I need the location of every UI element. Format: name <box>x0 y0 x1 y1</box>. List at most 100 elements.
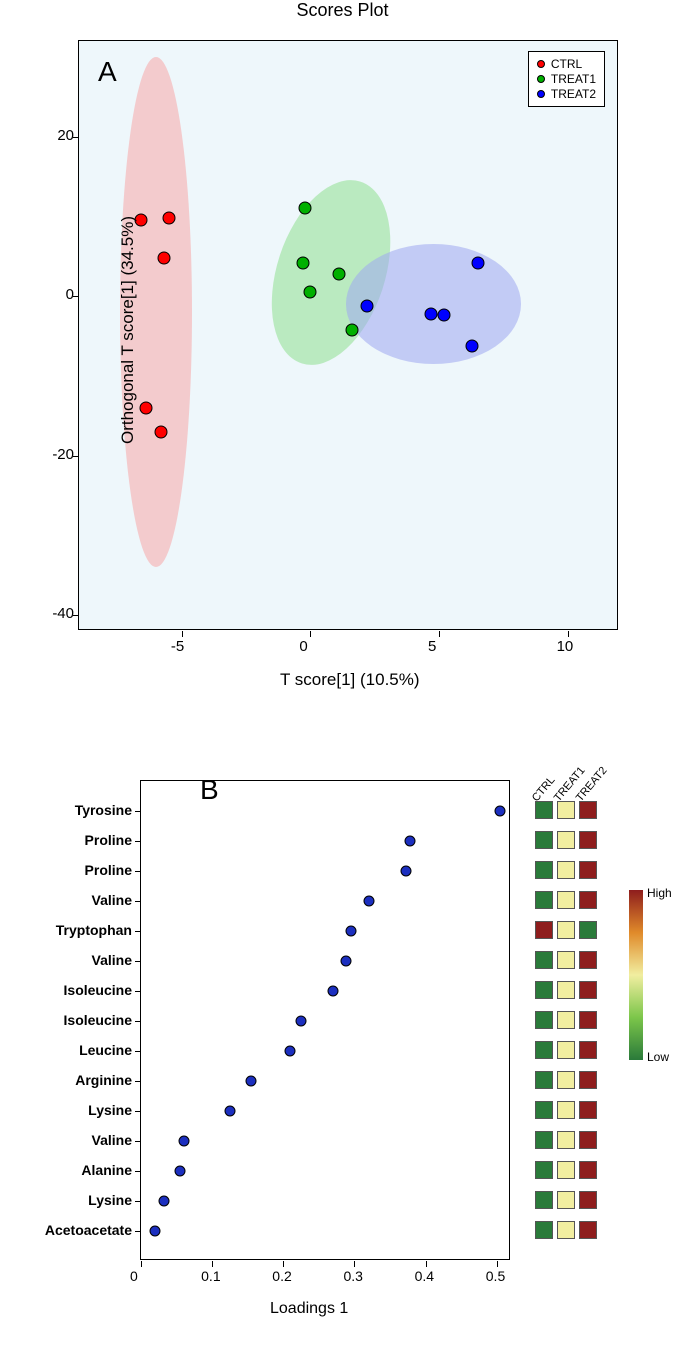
row-label: Tyrosine <box>4 802 132 818</box>
loadings-plot-area <box>140 780 510 1260</box>
x-axis-label-a: T score[1] (10.5%) <box>280 670 420 690</box>
heat-cell <box>579 951 597 969</box>
score-point <box>471 256 484 269</box>
row-label: Proline <box>4 832 132 848</box>
x-tick-label: 10 <box>557 638 574 655</box>
heat-cell <box>535 831 553 849</box>
score-point <box>299 202 312 215</box>
heat-cell <box>579 831 597 849</box>
score-point <box>438 309 451 322</box>
heat-cell <box>557 891 575 909</box>
loading-point <box>296 1016 307 1027</box>
legend-dot <box>537 60 545 68</box>
row-label: Valine <box>4 1132 132 1148</box>
heat-cell <box>579 1071 597 1089</box>
heat-cell <box>535 861 553 879</box>
loading-point <box>495 806 506 817</box>
x-tick-label: -5 <box>171 638 184 655</box>
x-axis-label-b: Loadings 1 <box>270 1300 348 1318</box>
heat-cell <box>557 861 575 879</box>
heat-cell <box>579 891 597 909</box>
score-point <box>425 307 438 320</box>
heat-cell <box>535 1221 553 1239</box>
x-tick-label-b: 0.3 <box>343 1268 362 1284</box>
row-label: Tryptophan <box>4 922 132 938</box>
heat-cell <box>557 921 575 939</box>
row-label: Isoleucine <box>4 982 132 998</box>
loading-point <box>158 1196 169 1207</box>
loading-point <box>401 866 412 877</box>
heat-cell <box>557 831 575 849</box>
heat-cell <box>579 1011 597 1029</box>
row-label: Acetoacetate <box>4 1222 132 1238</box>
heat-cell <box>535 1101 553 1119</box>
row-label: Isoleucine <box>4 1012 132 1028</box>
heat-cell <box>579 1191 597 1209</box>
legend-label: CTRL <box>551 57 582 71</box>
y-tick-label: -20 <box>48 446 74 463</box>
loading-point <box>340 956 351 967</box>
heat-cell <box>535 1041 553 1059</box>
loading-point <box>175 1166 186 1177</box>
heat-cell <box>557 981 575 999</box>
loading-point <box>224 1106 235 1117</box>
heat-cell <box>579 1161 597 1179</box>
legend-label: TREAT2 <box>551 87 596 101</box>
heat-cell <box>579 1101 597 1119</box>
loading-point <box>178 1136 189 1147</box>
row-label: Valine <box>4 892 132 908</box>
heat-cell <box>557 951 575 969</box>
heat-cell <box>557 1101 575 1119</box>
row-label: Arginine <box>4 1072 132 1088</box>
heat-cell <box>579 861 597 879</box>
heat-cell <box>557 1191 575 1209</box>
heat-cell <box>535 981 553 999</box>
legend-item: TREAT2 <box>537 87 596 101</box>
loading-point <box>404 836 415 847</box>
row-label: Alanine <box>4 1162 132 1178</box>
heat-cell <box>557 1131 575 1149</box>
gradient-low-label: Low <box>647 1050 669 1064</box>
heat-cell <box>579 1221 597 1239</box>
loading-point <box>285 1046 296 1057</box>
panel-b-label: B <box>200 774 219 806</box>
loading-point <box>345 926 356 937</box>
row-label: Proline <box>4 862 132 878</box>
row-label: Leucine <box>4 1042 132 1058</box>
heat-cell <box>557 1161 575 1179</box>
score-point <box>332 267 345 280</box>
heat-cell <box>579 1131 597 1149</box>
y-tick-label: 0 <box>48 286 74 303</box>
heat-cell <box>557 1041 575 1059</box>
y-axis-label-a: Orthogonal T score[1] (34.5%) <box>118 216 138 444</box>
heat-cell <box>557 1221 575 1239</box>
x-tick-label-b: 0.2 <box>272 1268 291 1284</box>
scores-plot-panel: Scores Plot CTRLTREAT1TREAT2 A Orthogona… <box>0 0 685 720</box>
heat-cell <box>535 921 553 939</box>
heat-cell <box>579 1041 597 1059</box>
x-tick-label-b: 0.1 <box>201 1268 220 1284</box>
color-gradient <box>629 890 643 1060</box>
loading-point <box>246 1076 257 1087</box>
heat-cell <box>535 951 553 969</box>
heat-cell <box>579 981 597 999</box>
heat-cell <box>535 891 553 909</box>
loading-point <box>363 896 374 907</box>
heat-cell <box>535 1011 553 1029</box>
legend-dot <box>537 75 545 83</box>
legend-item: TREAT1 <box>537 72 596 86</box>
x-tick-label-b: 0 <box>130 1268 138 1284</box>
heat-column-label: CTRL <box>530 774 558 804</box>
heat-cell <box>535 1131 553 1149</box>
row-label: Valine <box>4 952 132 968</box>
heat-cell <box>557 1071 575 1089</box>
legend: CTRLTREAT1TREAT2 <box>528 51 605 107</box>
score-point <box>296 256 309 269</box>
score-point <box>361 299 374 312</box>
x-tick-label: 5 <box>428 638 436 655</box>
score-point <box>345 324 358 337</box>
loading-point <box>150 1226 161 1237</box>
panel-a-title: Scores Plot <box>0 0 685 21</box>
x-tick-label-b: 0.5 <box>486 1268 505 1284</box>
score-point <box>155 425 168 438</box>
